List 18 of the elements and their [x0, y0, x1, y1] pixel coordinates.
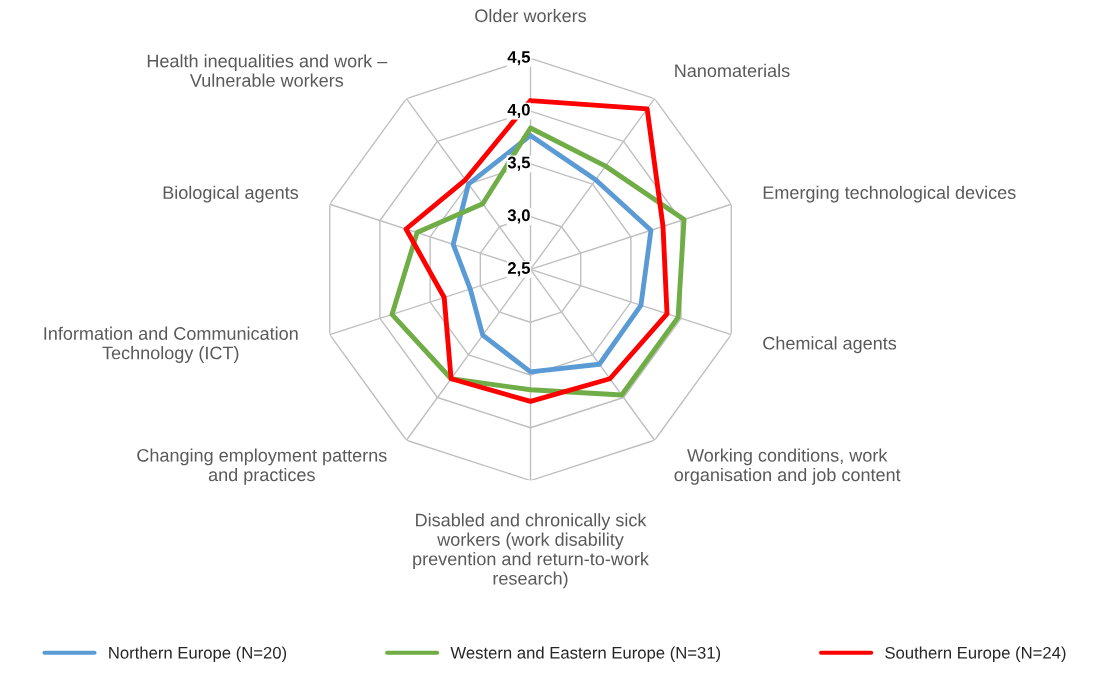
spoke-label: Working conditions, work organisation and job content — [674, 448, 901, 485]
legend-label: Western and Eastern Europe (N=31) — [450, 646, 721, 662]
spoke-label: Health inequalities and work – Vulnerable workers — [147, 54, 388, 87]
spoke-label: Information and Communication Technology (ICT) — [44, 326, 298, 363]
legend-label: Southern Europe (N=24) — [885, 646, 1066, 662]
spoke-label: Biological agents — [163, 185, 299, 203]
spoke-label: Older workers — [475, 8, 587, 23]
y-tick-label: 2,5 — [507, 262, 531, 277]
spoke-label: Emerging technological devices — [763, 185, 1016, 203]
y-tick-label: 4,5 — [507, 51, 531, 66]
spoke-label: Disabled and chronically sick workers (work disability prevention and return-to-work research) — [413, 513, 649, 589]
spoke-label: Changing employment patterns and practices — [137, 448, 387, 485]
spoke-label: Nanomaterials — [675, 63, 790, 78]
y-tick-label: 3,5 — [507, 156, 531, 171]
y-tick-label: 4,0 — [507, 103, 530, 119]
y-tick-label: 3,0 — [507, 209, 530, 224]
legend-label: Northern Europe (N=20) — [109, 646, 287, 662]
spoke-label: Chemical agents — [763, 336, 897, 354]
